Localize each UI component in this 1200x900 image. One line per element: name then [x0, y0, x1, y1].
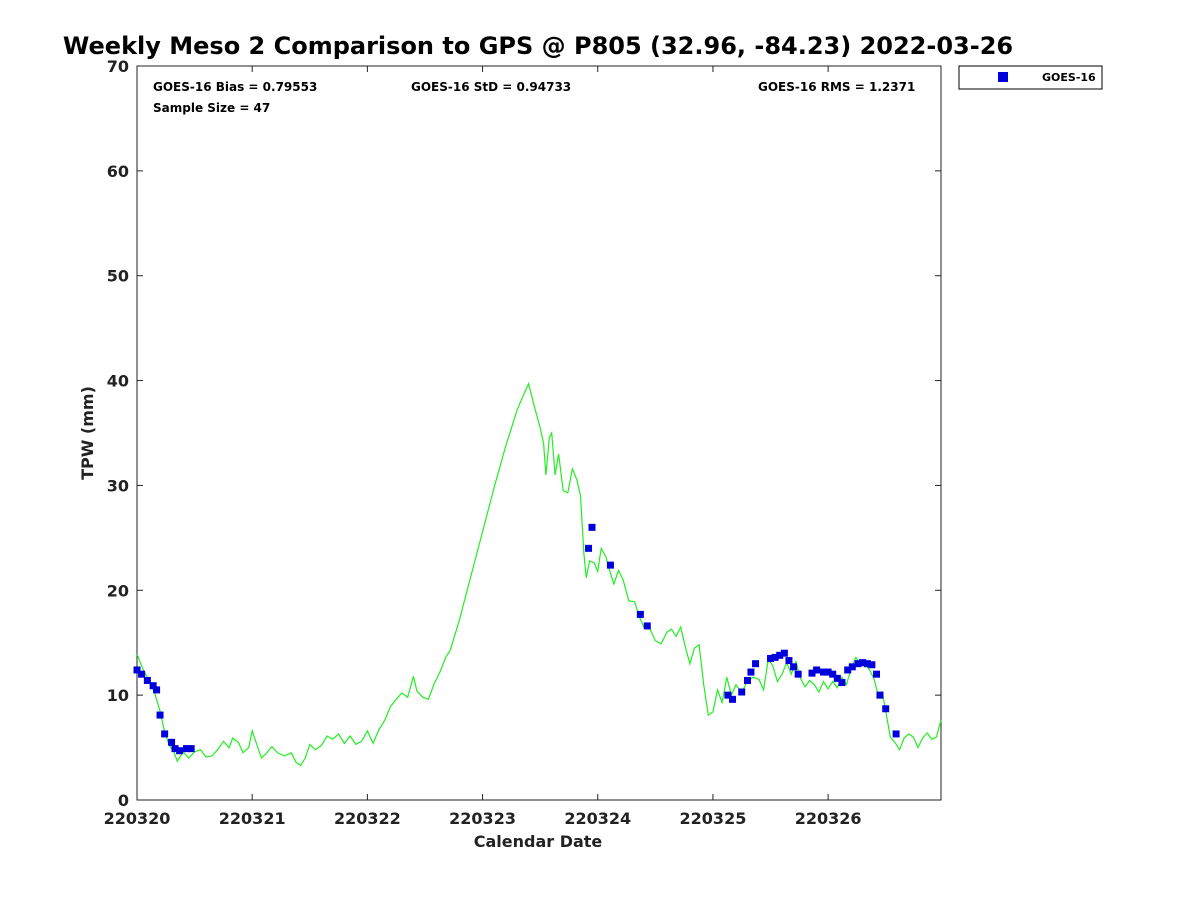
goes16-point — [820, 668, 828, 676]
goes16-point — [813, 666, 821, 674]
goes16-point — [785, 657, 793, 665]
goes16-point — [743, 676, 751, 684]
goes16-point — [168, 738, 176, 746]
legend-label-goes16: GOES-16 — [1042, 71, 1096, 84]
legend-box — [958, 65, 1103, 90]
y-tick-label: 70 — [107, 57, 129, 76]
axes-frame — [136, 65, 942, 801]
goes16-point — [585, 544, 593, 552]
goes16-point — [149, 682, 157, 690]
goes16-point — [859, 659, 867, 667]
goes16-point — [848, 663, 856, 671]
legend-marker-goes16 — [998, 72, 1008, 82]
y-tick-label: 0 — [118, 791, 129, 810]
y-tick-label: 20 — [107, 581, 129, 600]
x-tick-label: 220325 — [680, 809, 747, 828]
goes16-point — [892, 730, 900, 738]
goes16-point — [863, 660, 871, 668]
chart-title: Weekly Meso 2 Comparison to GPS @ P805 (… — [63, 32, 1013, 60]
x-tick-label: 220324 — [564, 809, 631, 828]
goes16-point — [872, 670, 880, 678]
goes16-point — [868, 661, 876, 669]
goes16-point — [824, 668, 832, 676]
goes16-point — [876, 691, 884, 699]
y-tick-label: 40 — [107, 372, 129, 391]
x-axis-label: Calendar Date — [474, 832, 603, 851]
bias-stat: GOES-16 Bias = 0.79553 — [153, 80, 317, 94]
goes16-point — [780, 649, 788, 657]
goes16-point — [747, 668, 755, 676]
x-tick-label: 220326 — [795, 809, 862, 828]
goes16-point — [643, 622, 651, 630]
sample-size-stat: Sample Size = 47 — [153, 101, 270, 115]
goes16-point — [161, 730, 169, 738]
x-tick-label: 220322 — [334, 809, 401, 828]
goes16-point — [838, 679, 846, 687]
goes16-point — [153, 686, 161, 694]
goes16-point — [183, 745, 191, 753]
goes16-point — [829, 670, 837, 678]
goes16-point — [138, 670, 146, 678]
rms-stat: GOES-16 RMS = 1.2371 — [758, 80, 915, 94]
goes16-point — [606, 561, 614, 569]
goes16-point — [171, 745, 179, 753]
goes16-point — [738, 688, 746, 696]
goes16-point — [833, 674, 841, 682]
y-tick-label: 10 — [107, 686, 129, 705]
y-axis-label: TPW (mm) — [78, 386, 97, 480]
goes16-point — [882, 705, 890, 713]
goes16-point — [636, 610, 644, 618]
goes16-point — [729, 695, 737, 703]
goes16-point — [808, 669, 816, 677]
goes16-point — [771, 653, 779, 661]
goes16-point — [752, 660, 760, 668]
goes16-point — [588, 523, 596, 531]
goes16-point — [176, 747, 184, 755]
goes16-point — [724, 691, 732, 699]
goes16-point — [133, 666, 141, 674]
x-tick-label: 220323 — [449, 809, 516, 828]
goes16-point — [854, 660, 862, 668]
x-tick-label: 220321 — [219, 809, 286, 828]
goes16-point — [790, 663, 798, 671]
plot-area: 0 10 20 30 40 50 60 70 220320 220321 220322 220323 2… — [104, 57, 942, 828]
x-tick-label: 220320 — [104, 809, 171, 828]
legend: GOES-16 — [958, 65, 1103, 90]
goes16-point — [143, 676, 151, 684]
y-tick-label: 50 — [107, 267, 129, 286]
goes16-point — [794, 670, 802, 678]
goes16-point — [844, 666, 852, 674]
y-tick-label: 60 — [107, 162, 129, 181]
goes16-point — [776, 651, 784, 659]
goes16-point — [156, 711, 164, 719]
gps-series-line — [136, 381, 942, 767]
goes16-point — [767, 654, 775, 662]
std-stat: GOES-16 StD = 0.94733 — [411, 80, 571, 94]
y-tick-label: 30 — [107, 476, 129, 495]
goes16-point — [187, 745, 195, 753]
